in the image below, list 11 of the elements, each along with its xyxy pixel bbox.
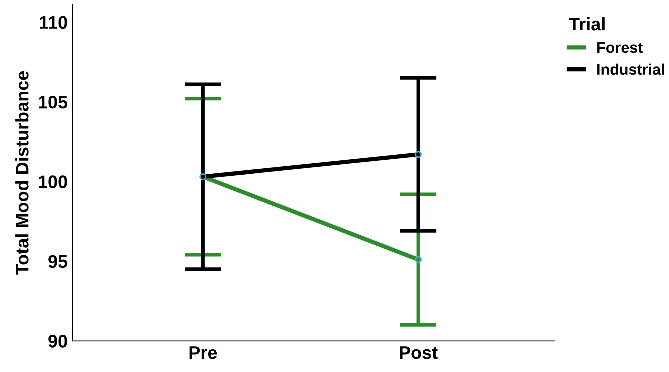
y-tick-label: 100: [39, 176, 68, 188]
x-tick-label: Post: [400, 346, 438, 360]
legend-label: Industrial: [598, 64, 664, 76]
y-tick-label: 90: [48, 335, 68, 348]
y-tick-label: 95: [48, 255, 68, 268]
legend-title: Trial: [569, 17, 605, 31]
legend-label: Forest: [598, 42, 644, 54]
y-tick-label: 105: [39, 96, 68, 109]
x-tick-label: Pre: [190, 346, 218, 360]
y-tick-label: 110: [40, 16, 68, 30]
y-axis-title: Total Mood Disturbance: [16, 71, 29, 275]
